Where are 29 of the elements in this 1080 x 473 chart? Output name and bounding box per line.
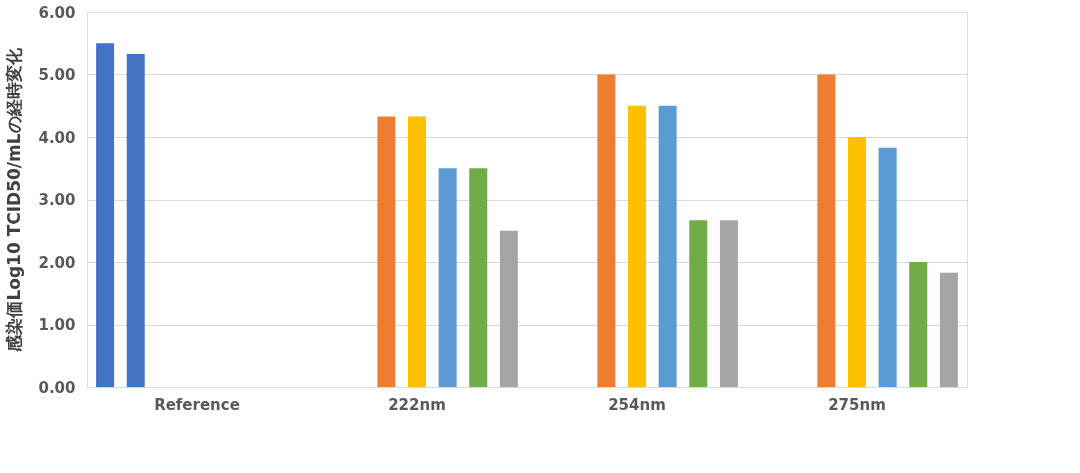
bar (499, 230, 518, 387)
x-tick-label: 275nm (828, 395, 886, 414)
bar (126, 53, 145, 387)
bar (628, 105, 646, 387)
bar (689, 220, 708, 387)
bar (878, 147, 897, 387)
x-tick-label: 254nm (608, 395, 666, 414)
bar (469, 168, 488, 387)
bar (96, 43, 115, 387)
y-tick-label: 5.00 (38, 66, 76, 84)
y-tick-label: 2.00 (38, 253, 76, 272)
bar (817, 74, 836, 387)
y-axis-title: 感染価Log10 TCID50/mLの経時変化 (4, 47, 25, 353)
y-tick-label: 6.00 (38, 3, 76, 22)
bar (438, 168, 457, 387)
x-tick-label: Reference (154, 395, 240, 414)
bar (658, 105, 677, 387)
bar (939, 272, 958, 387)
y-tick-label: 0.00 (38, 378, 76, 397)
y-tick-label: 4.00 (38, 128, 76, 147)
x-tick-label: 222nm (388, 395, 446, 414)
y-tick-label: 3.00 (38, 191, 76, 209)
bar (408, 116, 426, 387)
bar (597, 74, 616, 387)
y-tick-label: 1.00 (38, 316, 76, 334)
bar (719, 220, 738, 387)
bar (848, 137, 866, 387)
bar (377, 116, 396, 387)
bar (909, 262, 928, 387)
